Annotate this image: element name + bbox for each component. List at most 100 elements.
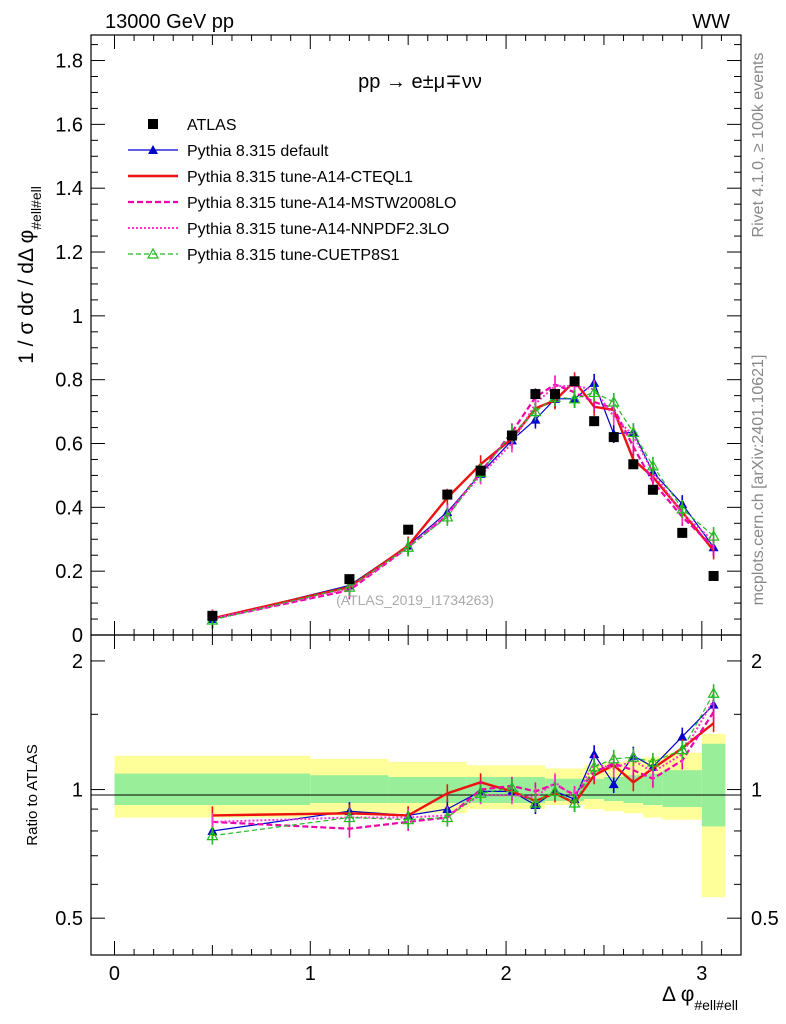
atlas-data-point [628, 459, 639, 470]
main-ytick-label: 0.4 [55, 497, 83, 519]
main-point-cuetp8s1 [607, 395, 620, 407]
main-ytick-label: 1.2 [55, 242, 83, 264]
main-y-axis-label-sub: #ell#ell [28, 186, 44, 230]
main-point-cuetp8s1 [529, 405, 542, 417]
main-point-cuetp8s1 [646, 459, 659, 471]
ratio-point-cuetp8s1 [646, 755, 659, 767]
atlas-data-point [589, 416, 600, 427]
atlas-data-point [569, 376, 580, 387]
legend-marker-default [148, 145, 158, 154]
atlas-data-point [530, 389, 541, 400]
ratio-point-cuetp8s1 [588, 760, 601, 772]
ratio-ytick-label: 0.5 [55, 908, 83, 930]
ratio-point-cuetp8s1 [568, 796, 581, 808]
ratio-xtick-label: 2 [500, 963, 511, 985]
main-point-cuetp8s1 [343, 580, 356, 592]
ratio-panel: 0.5 1 2 0.5 1 2 0 1 2 3 Ratio to ATLAS Δ φ#ell#el… [24, 634, 779, 1013]
ratio-point-cuetp8s1 [474, 787, 487, 798]
atlas-data-point [677, 527, 688, 538]
legend-label-mstw: Pythia 8.315 tune-A14-MSTW2008LO [187, 195, 456, 212]
ratio-point-default [608, 779, 619, 789]
atlas-data-point [403, 524, 414, 535]
main-ytick-label: 0 [72, 625, 83, 647]
legend-label-nnpdf: Pythia 8.315 tune-A14-NNPDF2.3LO [187, 221, 449, 238]
main-line-mstw [212, 383, 715, 621]
main-line-cteql1 [212, 379, 715, 620]
process-tag: WW [692, 11, 730, 33]
main-line-nnpdf [212, 385, 715, 620]
main-line-cuetp8s1 [212, 391, 714, 621]
ratio-ytick-label: 1 [72, 780, 83, 802]
atlas-data-point [475, 465, 486, 476]
ratio-ytick-label: 2 [72, 651, 83, 673]
ratio-point-cuetp8s1 [343, 811, 356, 823]
main-point-cuetp8s1 [676, 502, 689, 514]
legend-marker-atlas [148, 119, 158, 129]
ratio-xtick-label: 3 [696, 963, 707, 985]
ratio-band-stat [701, 743, 726, 827]
ratio-y-axis-label: Ratio to ATLAS [24, 744, 41, 845]
ratio-point-cuetp8s1 [627, 751, 640, 762]
legend-label-atlas: ATLAS [187, 117, 237, 134]
main-ytick-label: 0.8 [55, 370, 83, 392]
main-point-cuetp8s1 [707, 529, 720, 541]
ratio-point-cuetp8s1 [676, 743, 689, 755]
main-ytick-label: 1.6 [55, 114, 83, 136]
main-panel: 0 0.2 0.4 0.6 0.8 1 1.2 1.4 1.6 1.8 pp → e±μ∓νν (… [15, 34, 742, 647]
atlas-data-point [506, 430, 517, 441]
main-point-cuetp8s1 [588, 386, 601, 398]
atlas-data-point [550, 389, 561, 400]
analysis-watermark: (ATLAS_2019_I1734263) [336, 592, 494, 608]
main-ytick-label: 0.2 [55, 561, 83, 583]
main-point-cuetp8s1 [441, 510, 454, 522]
main-y-axis-label: 1 / σ dσ / dΔ φ#ell#ell [15, 186, 44, 364]
ratio-band-stat [662, 770, 702, 808]
process-title: pp → e±μ∓νν [358, 71, 482, 93]
ratio-xtick-label: 0 [109, 963, 120, 985]
ratio-ytick-label-right: 2 [751, 651, 762, 673]
mcplots-label: mcplots.cern.ch [arXiv:2401.10621] [750, 355, 767, 606]
ratio-band-stat [114, 773, 311, 806]
ratio-point-cuetp8s1 [206, 829, 219, 841]
ratio-point-cuetp8s1 [548, 785, 562, 797]
main-point-cuetp8s1 [568, 392, 581, 404]
ratio-point-cuetp8s1 [707, 687, 720, 698]
rivet-version-label: Rivet 4.1.0, ≥ 100k events [750, 53, 767, 238]
ratio-frame [90, 634, 742, 956]
legend-label-cteql1: Pythia 8.315 tune-A14-CTEQL1 [187, 169, 413, 186]
legend-label-default: Pythia 8.315 default [187, 143, 329, 160]
main-ytick-label: 1.4 [55, 178, 83, 200]
ratio-xtick-label: 1 [305, 963, 316, 985]
ratio-line-cuetp8s1 [212, 693, 715, 837]
main-line-default [212, 381, 715, 620]
main-ytick-label: 1.8 [55, 51, 83, 73]
ratio-point-cuetp8s1 [441, 811, 454, 823]
x-axis-label: Δ φ#ell#ell [662, 983, 738, 1013]
ratio-ytick-label-right: 1 [751, 780, 762, 802]
legend-marker-cuetp8s1 [146, 247, 160, 259]
main-point-cuetp8s1 [627, 426, 640, 437]
ratio-point-default [677, 731, 688, 741]
ratio-point-cuetp8s1 [529, 796, 542, 808]
atlas-data-point [708, 570, 719, 581]
ratio-band-stat [310, 775, 389, 804]
main-point-cuetp8s1 [402, 540, 415, 552]
atlas-data-point [608, 432, 619, 443]
x-axis-label-main: Δ φ [662, 983, 694, 1006]
x-axis-label-sub: #ell#ell [694, 997, 738, 1013]
legend: ATLAS Pythia 8.315 default Pythia 8.315 tu… [128, 117, 456, 264]
atlas-data-point [207, 610, 218, 621]
legend-label-cuetp8s1: Pythia 8.315 tune-CUETP8S1 [187, 247, 400, 264]
ratio-point-cuetp8s1 [402, 813, 415, 825]
main-y-axis-label-main: 1 / σ dσ / dΔ φ [15, 230, 38, 364]
main-ytick-label: 1 [72, 306, 83, 328]
ratio-point-cuetp8s1 [505, 781, 518, 793]
ratio-point-default [589, 749, 600, 759]
main-ytick-label: 0.6 [55, 434, 83, 456]
ratio-ytick-label-right: 0.5 [751, 908, 779, 930]
energy-label: 13000 GeV pp [105, 11, 234, 33]
ratio-point-cuetp8s1 [607, 752, 620, 764]
atlas-data-point [442, 489, 453, 500]
atlas-data-point [344, 574, 355, 585]
